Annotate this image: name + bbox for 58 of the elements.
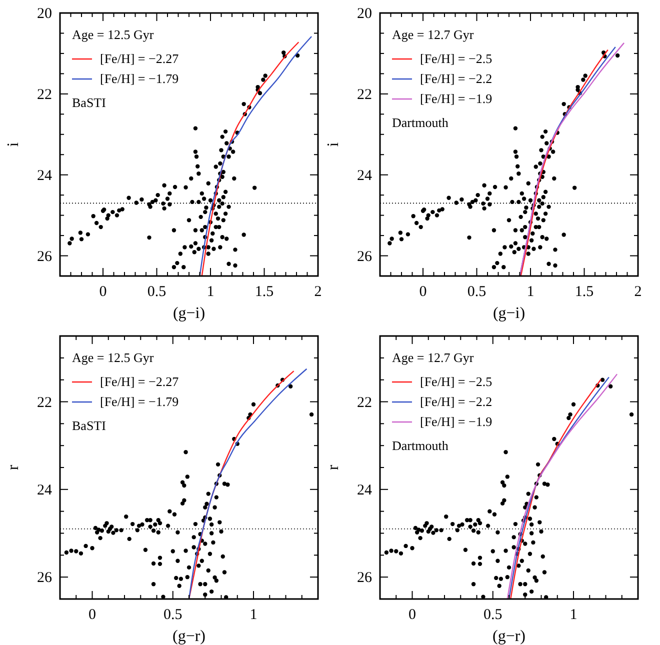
annotation: BaSTI [72, 418, 106, 433]
legend-label: [Fe/H] = −2.2 [420, 394, 492, 409]
x-tick-label: 0 [88, 607, 96, 623]
legend-label: [Fe/H] = −1.9 [420, 414, 492, 429]
y-tick-label: 22 [357, 394, 372, 411]
x-tick-label: 1.5 [254, 284, 274, 300]
annotation: BaSTI [72, 95, 106, 110]
annotation: Dartmouth [392, 115, 449, 130]
legend-label: [Fe/H] = −2.27 [100, 51, 180, 66]
x-tick-label: 0 [419, 284, 427, 300]
legend-label: [Fe/H] = −1.79 [100, 394, 179, 409]
legend-label: [Fe/H] = −1.9 [420, 91, 492, 106]
x-tick-label: 0.5 [484, 607, 502, 623]
y-tick-label: 22 [357, 86, 372, 103]
legend-label: [Fe/H] = −2.5 [420, 374, 492, 389]
y-axis-title: i [5, 142, 22, 147]
y-tick-label: 26 [37, 248, 52, 265]
y-tick-label: 22 [37, 394, 52, 411]
y-tick-label: 24 [357, 482, 372, 498]
x-tick-label: 0 [99, 284, 107, 300]
y-tick-label: 26 [37, 570, 52, 586]
y-tick-label: 20 [37, 6, 52, 22]
y-tick-label: 26 [357, 248, 372, 265]
x-tick-label: 1.5 [574, 284, 594, 300]
y-tick-label: 24 [357, 168, 372, 184]
y-tick-label: 20 [357, 6, 372, 22]
y-axis-title: r [325, 464, 342, 470]
x-tick-label: 2 [314, 284, 322, 300]
x-axis-title: (g−r) [492, 628, 526, 645]
x-axis-title: (g−r) [172, 628, 206, 645]
legend-title: Age = 12.5 Gyr [72, 27, 154, 42]
legend-label: [Fe/H] = −1.79 [100, 71, 179, 86]
y-axis-title: i [325, 142, 342, 147]
legend-title: Age = 12.7 Gyr [392, 350, 474, 365]
y-tick-label: 22 [37, 86, 52, 103]
legend-label: [Fe/H] = −2.27 [100, 374, 180, 389]
y-tick-label: 26 [357, 570, 372, 586]
x-tick-label: 1 [526, 284, 534, 300]
y-axis-title: r [5, 464, 22, 470]
x-axis-title: (g−i) [492, 305, 526, 322]
legend-label: [Fe/H] = −2.5 [420, 51, 492, 66]
line-series [201, 42, 300, 276]
annotation: Dartmouth [392, 438, 449, 453]
x-tick-label: 1 [570, 607, 578, 623]
legend-title: Age = 12.7 Gyr [392, 27, 474, 42]
x-axis-title: (g−i) [172, 305, 206, 322]
legend-label: [Fe/H] = −2.2 [420, 71, 492, 86]
y-tick-label: 24 [37, 482, 52, 498]
y-tick-label: 24 [37, 168, 52, 184]
x-tick-label: 1 [250, 607, 258, 623]
legend-title: Age = 12.5 Gyr [72, 350, 154, 365]
x-tick-label: 0.5 [164, 607, 182, 623]
x-tick-label: 0.5 [147, 284, 166, 300]
line-series [199, 36, 312, 276]
x-tick-label: 2 [634, 284, 642, 300]
x-tick-label: 0.5 [467, 284, 486, 300]
x-tick-label: 1 [206, 284, 214, 300]
x-tick-label: 0 [408, 607, 416, 623]
